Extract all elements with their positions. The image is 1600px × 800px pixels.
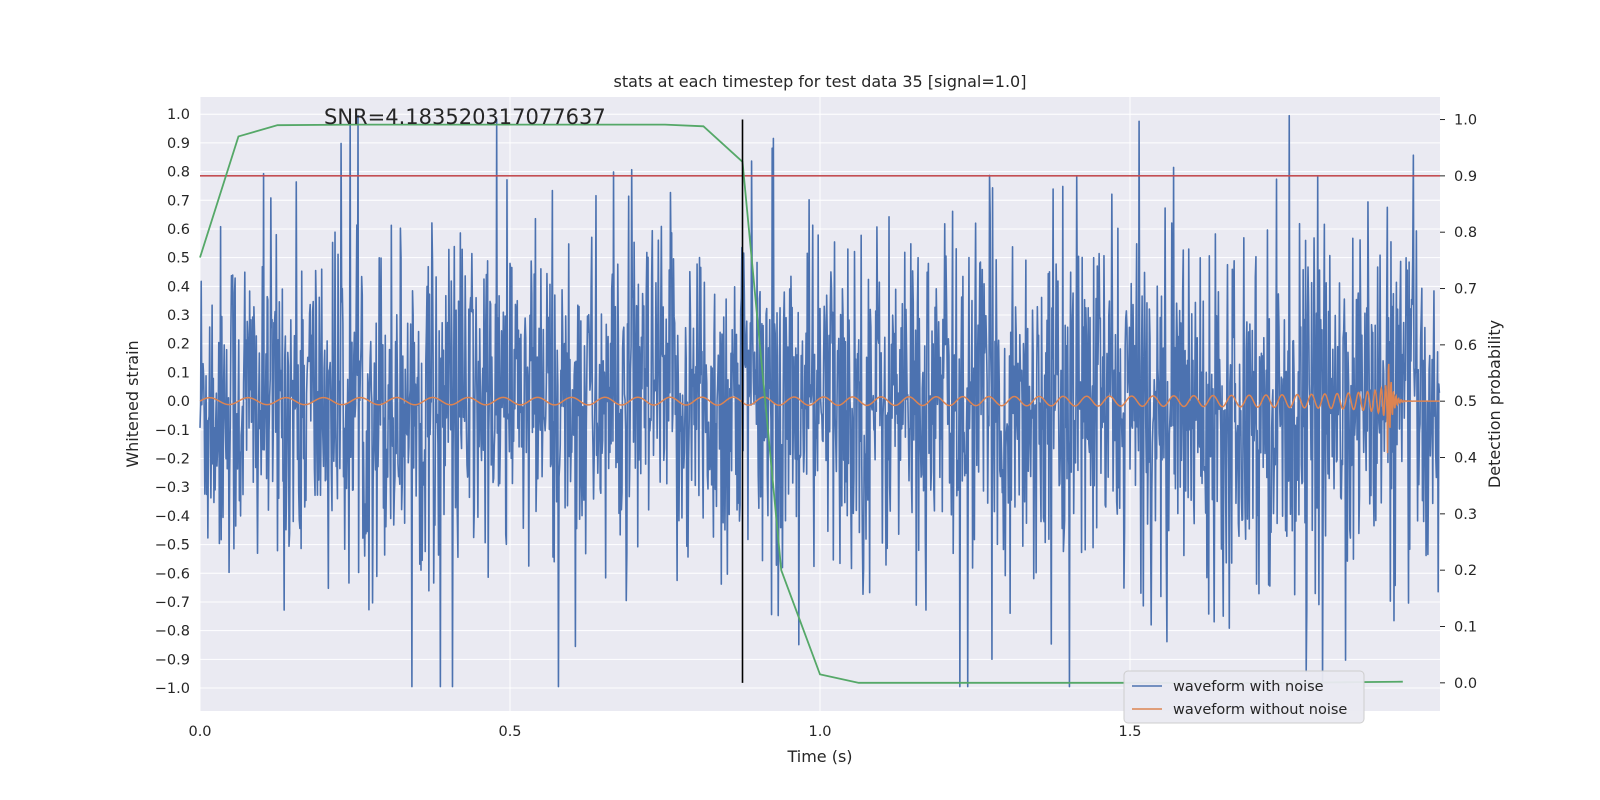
- snr-annotation: SNR=4.183520317077637: [324, 105, 606, 129]
- y-tick-label: 0.7: [167, 193, 190, 209]
- y-tick-label: −0.7: [155, 595, 190, 611]
- y-tick-label: 0.0: [167, 394, 190, 410]
- y2-tick-label: 0.8: [1454, 225, 1477, 241]
- y-tick-label: 0.2: [167, 337, 190, 353]
- x-axis-label: Time (s): [786, 747, 852, 766]
- legend: waveform with noise waveform without nois…: [1123, 670, 1365, 724]
- legend-label: waveform without noise: [1173, 702, 1347, 718]
- y-tick-label: −0.6: [155, 566, 190, 582]
- y-tick-label: −0.2: [155, 452, 190, 468]
- x-tick-label: 0.0: [188, 724, 211, 740]
- y2-tick-label: 1.0: [1454, 113, 1477, 129]
- y-tick-label: −0.1: [155, 423, 190, 439]
- y2-tick-label: 0.7: [1454, 282, 1477, 298]
- y2-tick-label: 0.1: [1454, 620, 1477, 636]
- legend-label: waveform with noise: [1173, 679, 1324, 695]
- series-layer: [199, 114, 1441, 688]
- y2-tick-label: 0.3: [1454, 507, 1477, 523]
- y-tick-label: −0.3: [155, 480, 190, 496]
- y-tick-label: 0.4: [167, 279, 190, 295]
- y-tick-label: −0.5: [155, 538, 190, 554]
- y2-tick-label: 0.2: [1454, 563, 1477, 579]
- legend-box: [1123, 670, 1365, 724]
- y-tick-label: 0.5: [167, 251, 190, 267]
- y-tick-label: 0.3: [167, 308, 190, 324]
- x-tick-label: 1.5: [1118, 724, 1141, 740]
- y-tick-label: 1.0: [167, 107, 190, 123]
- y-tick-label: 0.9: [167, 136, 190, 152]
- y-tick-label: −0.8: [155, 624, 190, 640]
- x-tick-label: 0.5: [498, 724, 521, 740]
- ticks: 1.0 0.9 0.8 0.7 0.6 0.5 0.4 0.3 0.2 0.1 0.0 −0.1 −0.…: [155, 107, 1477, 740]
- y-tick-label: 0.6: [167, 222, 190, 238]
- chart-title: stats at each timestep for test data 35 …: [614, 72, 1027, 91]
- y2-tick-label: 0.5: [1454, 394, 1477, 410]
- y2-tick-label: 0.0: [1454, 676, 1477, 692]
- y2-tick-label: 0.9: [1454, 169, 1477, 185]
- y-tick-label: −0.4: [155, 509, 190, 525]
- x-tick-label: 1.0: [808, 724, 831, 740]
- detection-probability-line: [199, 123, 1403, 684]
- y2-tick-label: 0.4: [1454, 451, 1477, 467]
- waveform-without-noise-line: [199, 363, 1440, 454]
- y2-tick-label: 0.6: [1454, 338, 1477, 354]
- y-axis-label: Whitened strain: [123, 340, 142, 467]
- y-tick-label: −0.9: [155, 652, 190, 668]
- y-tick-label: 0.8: [167, 165, 190, 181]
- y-tick-label: 0.1: [167, 365, 190, 381]
- y2-axis-label: Detection probability: [1485, 320, 1504, 488]
- waveform-with-noise-line: [199, 114, 1441, 688]
- y-tick-label: −1.0: [155, 681, 190, 697]
